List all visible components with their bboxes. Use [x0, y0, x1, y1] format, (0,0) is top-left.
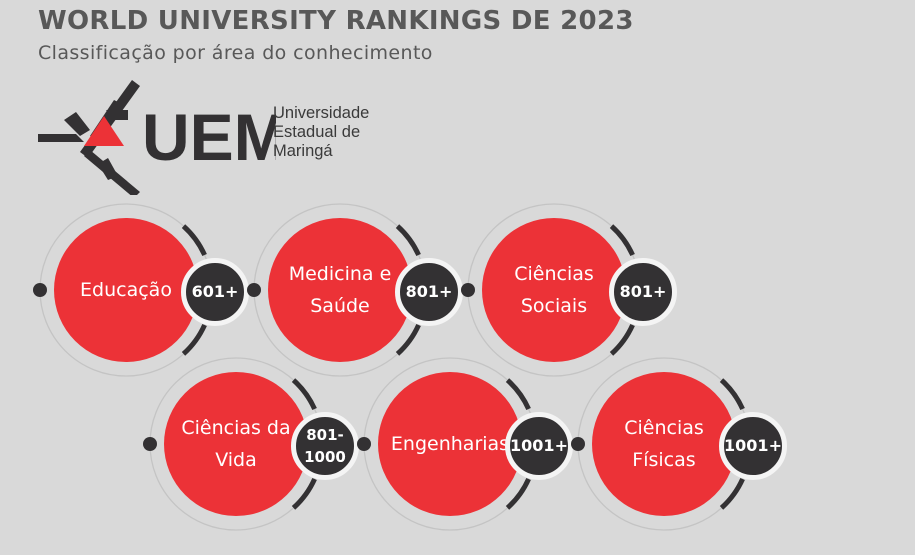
rank-badge: 601+	[181, 258, 249, 326]
rank-badge: 1001+	[719, 412, 787, 480]
uem-emblem-icon: UEM	[38, 80, 289, 198]
area-label-line: Ciências da	[181, 417, 291, 439]
area-circle: Ciências Físicas	[592, 372, 736, 516]
area-circle: Ciências da Vida	[164, 372, 308, 516]
area-circle: Ciências Sociais	[482, 218, 626, 362]
area-circle: Medicina e Saúde	[268, 218, 412, 362]
area-label-line: Sociais	[520, 295, 588, 317]
rank-badge: 801+	[609, 258, 677, 326]
rank-badge: 801- 1000	[291, 412, 359, 480]
area-label-line: Físicas	[632, 449, 696, 471]
connector-dot	[571, 437, 585, 451]
area-item: Engenharias 1001+	[350, 344, 610, 544]
connector-dot	[143, 437, 157, 451]
area-item: Educação 601+	[26, 190, 286, 390]
logo-name-line: Universidade	[273, 104, 370, 122]
uem-logo: UEM Universidade Estadual de Maringá	[36, 80, 376, 198]
area-item: Ciências Sociais 801+	[454, 190, 714, 390]
logo-name-line: Maringá	[273, 142, 333, 160]
rank-badge: 1001+	[505, 412, 573, 480]
area-label-line: Saúde	[310, 295, 370, 317]
area-label: Ciências da Vida	[181, 412, 290, 476]
connector-dot	[247, 283, 261, 297]
connector-dot	[357, 437, 371, 451]
area-label-line: Medicina e	[288, 263, 392, 285]
rank-text: 801-	[306, 426, 344, 444]
page-title: WORLD UNIVERSITY RANKINGS DE 2023	[38, 6, 634, 36]
logo-name-line: Estadual de	[273, 123, 361, 141]
area-item: Ciências da Vida 801- 1000	[136, 344, 396, 544]
area-label-line: Ciências	[514, 263, 594, 285]
area-item: Ciências Físicas 1001+	[564, 344, 824, 544]
area-label: Ciências Físicas	[624, 412, 704, 476]
area-label: Medicina e Saúde	[289, 258, 392, 322]
logo-acronym: UEM	[142, 100, 276, 174]
page-subtitle: Classificação por área do conhecimento	[38, 42, 433, 64]
area-circle: Engenharias	[378, 372, 522, 516]
logo-name: Universidade Estadual de Maringá	[273, 104, 369, 161]
area-label-line: Engenharias	[390, 433, 510, 455]
area-label: Ciências Sociais	[514, 258, 594, 322]
area-label-line: Educação	[80, 279, 172, 301]
area-label: Educação	[80, 274, 172, 306]
area-label-line: Ciências	[624, 417, 704, 439]
connector-dot	[461, 283, 475, 297]
area-label: Engenharias	[391, 428, 509, 460]
area-circle: Educação	[54, 218, 198, 362]
area-item: Medicina e Saúde 801+	[240, 190, 500, 390]
rank-badge: 801+	[395, 258, 463, 326]
rank-text: 1000	[304, 448, 346, 466]
connector-dot	[33, 283, 47, 297]
area-label-line: Vida	[215, 449, 257, 471]
